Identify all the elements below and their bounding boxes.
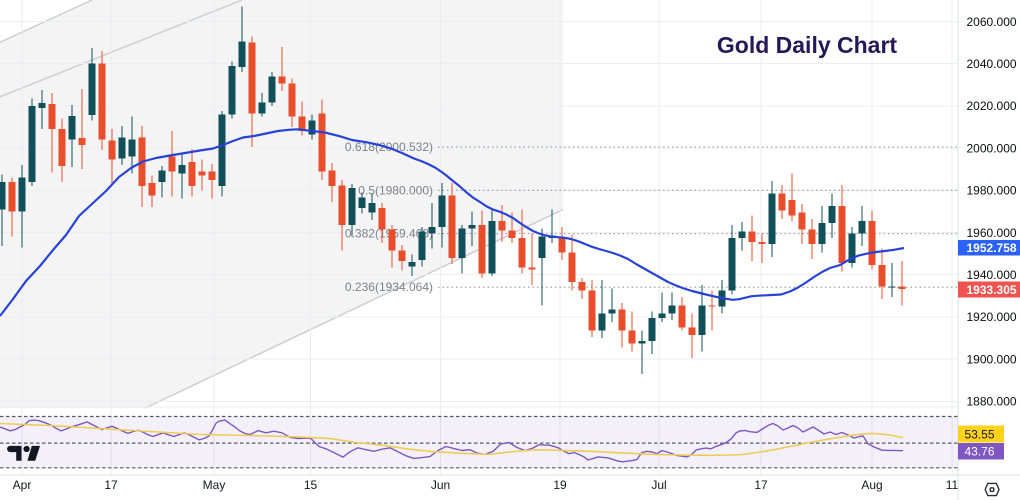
svg-text:2060.000: 2060.000 (967, 15, 1017, 29)
svg-text:1940.000: 1940.000 (967, 268, 1017, 282)
svg-text:53.55: 53.55 (965, 427, 995, 441)
svg-text:May: May (203, 478, 226, 492)
svg-text:1880.000: 1880.000 (967, 395, 1017, 409)
svg-text:Jul: Jul (651, 478, 666, 492)
svg-text:0.236(1934.064): 0.236(1934.064) (345, 280, 433, 294)
svg-text:2040.000: 2040.000 (967, 57, 1017, 71)
svg-text:43.76: 43.76 (965, 444, 995, 458)
svg-text:1952.758: 1952.758 (967, 241, 1017, 255)
svg-text:11: 11 (946, 478, 959, 492)
svg-text:1980.000: 1980.000 (967, 184, 1017, 198)
svg-text:1920.000: 1920.000 (967, 310, 1017, 324)
svg-text:17: 17 (104, 478, 118, 492)
svg-text:2020.000: 2020.000 (967, 99, 1017, 113)
svg-text:Aug: Aug (861, 478, 882, 492)
svg-text:Apr: Apr (13, 478, 32, 492)
svg-text:17: 17 (754, 478, 768, 492)
svg-text:1933.305: 1933.305 (967, 283, 1017, 297)
svg-text:1900.000: 1900.000 (967, 352, 1017, 366)
svg-text:Jun: Jun (431, 478, 450, 492)
svg-text:1960.000: 1960.000 (967, 226, 1017, 240)
svg-text:0.5(1980.000): 0.5(1980.000) (358, 183, 433, 197)
svg-text:2000.000: 2000.000 (967, 141, 1017, 155)
svg-text:15: 15 (304, 478, 318, 492)
svg-text:Gold Daily Chart: Gold Daily Chart (717, 32, 898, 58)
svg-text:19: 19 (553, 478, 567, 492)
